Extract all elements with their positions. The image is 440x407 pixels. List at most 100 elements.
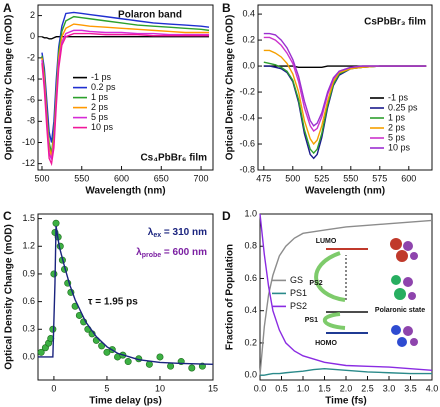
- orbital-lumo: [390, 238, 418, 262]
- series-line: [263, 49, 427, 146]
- annotation: Polaron band: [118, 10, 182, 21]
- annotation: LUMO: [316, 238, 337, 245]
- y-tick-label: -12: [22, 158, 35, 168]
- panel-label: C: [3, 209, 12, 223]
- x-tick-label: 5: [104, 383, 109, 393]
- x-tick-label: 3.5: [404, 383, 417, 393]
- panel-label: A: [3, 1, 12, 15]
- annotation: τ = 1.95 ps: [88, 297, 138, 308]
- x-tick-label: 600: [401, 173, 416, 183]
- x-tick-label: 2.0: [340, 383, 353, 393]
- y-tick-label: -0.2: [239, 86, 255, 96]
- x-axis-label: Wavelength (nm): [85, 186, 165, 197]
- y-tick-label: -10: [22, 137, 35, 147]
- y-tick-label: 1.0: [244, 208, 257, 218]
- series-line: [41, 32, 210, 167]
- x-tick-label: 575: [372, 173, 387, 183]
- y-tick-label: -2: [27, 52, 35, 62]
- panel-label: D: [222, 209, 231, 223]
- series-line: [259, 213, 433, 372]
- y-tick-label: 0.4: [242, 8, 255, 18]
- legend-label: -1 ps: [91, 72, 112, 82]
- y-tick-label: 2: [30, 10, 35, 20]
- annotation: CsPbBr₃ film: [364, 17, 426, 28]
- data-point: [37, 348, 45, 356]
- legend-label: 0.25 ps: [388, 102, 418, 112]
- series-line: [41, 15, 210, 154]
- series-line: [259, 219, 433, 376]
- x-tick-label: 15: [208, 383, 218, 393]
- x-axis-label: Time delay (ps): [89, 396, 162, 407]
- series-line: [260, 368, 432, 376]
- plot-frame: [37, 4, 214, 171]
- series-line: [41, 29, 210, 160]
- y-tick-label: -8: [27, 116, 35, 126]
- ps1-arrow: [322, 312, 346, 330]
- y-tick-label: 0.6: [244, 273, 257, 283]
- x-tick-label: 500: [34, 173, 49, 183]
- annotation-symbol: λ: [136, 247, 142, 258]
- annotation: Polaronic state: [375, 307, 425, 314]
- x-tick-label: 2.5: [361, 383, 374, 393]
- inset-diagram: [314, 238, 418, 347]
- series-line: [263, 32, 427, 127]
- annotation: HOMO: [315, 340, 337, 347]
- y-tick-label: 0.6: [22, 296, 35, 306]
- plot-frame: [257, 4, 433, 171]
- x-tick-label: 4.0: [426, 383, 439, 393]
- y-axis-label: Fraction of Population: [225, 244, 236, 350]
- plot-frame: [37, 213, 214, 381]
- legend-label: 10 ps: [388, 142, 411, 152]
- data-point: [124, 358, 132, 366]
- y-tick-label: 0.0: [242, 60, 255, 70]
- y-axis-label: Optical Density Change (mOD): [4, 224, 15, 370]
- x-tick-label: 10: [155, 383, 165, 393]
- annotation-symbol: λ: [148, 227, 154, 238]
- annotation: λex = 310 nm: [148, 227, 207, 239]
- x-axis-label: Wavelength (nm): [305, 186, 385, 197]
- data-point: [52, 219, 60, 227]
- y-tick-label: 1.5: [22, 213, 35, 223]
- y-tick-label: 0.9: [22, 268, 35, 278]
- legend-label: 1 ps: [388, 112, 406, 122]
- y-tick-label: -4: [27, 73, 35, 83]
- y-tick-label: 0.2: [244, 337, 257, 347]
- legend-label: 2 ps: [91, 102, 109, 112]
- x-tick-label: 1.0: [297, 383, 310, 393]
- data-point: [188, 364, 196, 372]
- series-line: [38, 225, 214, 366]
- x-tick-label: 525: [314, 173, 329, 183]
- annotation-text: = 310 nm: [161, 227, 207, 238]
- y-tick-label: 0: [30, 31, 35, 41]
- x-axis-label: Time (fs): [325, 396, 367, 407]
- y-axis-label: Optical Density Change (mOD): [225, 15, 236, 161]
- x-tick-label: 0: [51, 383, 56, 393]
- panel-label: B: [222, 1, 231, 15]
- orbital-homo: [391, 325, 418, 347]
- annotation: λprobe = 600 nm: [136, 247, 207, 259]
- y-tick-label: -0.6: [239, 138, 255, 148]
- legend-label: 10 ps: [91, 122, 114, 132]
- legend-label: 2 ps: [388, 122, 406, 132]
- legend-label: 5 ps: [388, 132, 406, 142]
- x-tick-label: 0.5: [275, 383, 288, 393]
- legend-label: 5 ps: [91, 112, 109, 122]
- y-tick-label: 1.2: [22, 241, 35, 251]
- series-line: [41, 11, 210, 143]
- x-tick-label: 650: [154, 173, 169, 183]
- y-tick-label: 0.4: [244, 305, 257, 315]
- series-line: [41, 36, 210, 40]
- x-tick-label: 700: [194, 173, 209, 183]
- annotation-subscript: ex: [153, 232, 161, 239]
- x-tick-label: 550: [74, 173, 89, 183]
- x-tick-label: 3.0: [383, 383, 396, 393]
- orbital-polaron: [391, 275, 416, 300]
- x-tick-label: 0.0: [254, 383, 267, 393]
- data-point: [50, 270, 58, 278]
- legend-label: -1 ps: [388, 92, 409, 102]
- x-tick-label: 550: [343, 173, 358, 183]
- legend-label: 0.2 ps: [91, 82, 116, 92]
- series-line: [41, 23, 210, 157]
